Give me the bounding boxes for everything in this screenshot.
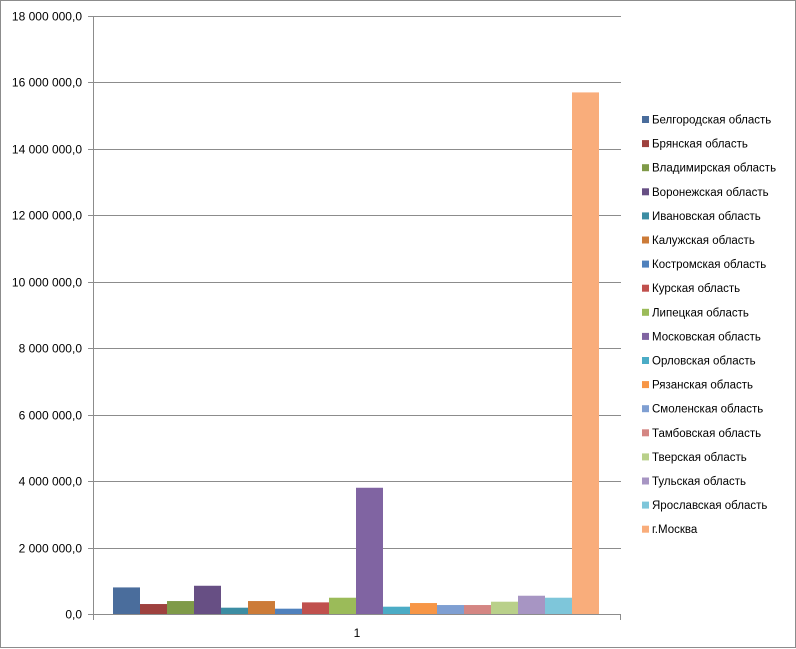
bar-7 — [275, 608, 302, 614]
legend-swatch — [642, 212, 649, 220]
legend: Белгородская область Брянская область Влад… — [642, 115, 776, 536]
legend-swatch — [642, 236, 649, 244]
y-tick-label: 4 000 000,0 — [19, 475, 83, 489]
legend-label: Тамбовская область — [652, 428, 761, 440]
legend-label: Орловская область — [652, 356, 756, 368]
y-tick-label: 18 000 000,0 — [12, 10, 82, 24]
legend-swatch — [642, 525, 649, 533]
bar-15 — [491, 601, 518, 614]
legend-label: Липецкая область — [652, 307, 749, 319]
legend-label: Московская область — [652, 331, 761, 343]
legend-swatch — [642, 357, 649, 364]
bar-18 — [572, 92, 599, 614]
bar-16 — [518, 595, 545, 614]
bar-2 — [140, 604, 167, 614]
y-tick-label: 6 000 000,0 — [19, 409, 83, 423]
bars — [113, 92, 599, 614]
bar-11 — [383, 606, 410, 614]
legend-swatch — [642, 501, 649, 509]
y-tick-label: 0,0 — [65, 608, 82, 622]
y-tick-label: 14 000 000,0 — [12, 143, 82, 157]
y-tick-label: 10 000 000,0 — [12, 276, 82, 290]
gridlines — [88, 16, 621, 615]
bar-6 — [248, 601, 275, 614]
legend-label: Белгородская область — [652, 115, 771, 127]
legend-label: Курская область — [652, 283, 740, 295]
legend-label: Тульская область — [652, 476, 746, 488]
axes — [93, 16, 621, 620]
bar-1 — [113, 587, 140, 614]
bar-5 — [221, 607, 248, 614]
bar-8 — [302, 602, 329, 614]
bar-17 — [545, 597, 572, 614]
bar-14 — [464, 605, 491, 614]
legend-swatch — [642, 381, 649, 389]
legend-swatch — [642, 140, 649, 148]
legend-swatch — [642, 308, 649, 316]
legend-swatch — [642, 260, 649, 268]
legend-label: Смоленская область — [652, 404, 763, 416]
legend-label: Воронежская область — [652, 187, 769, 199]
x-axis-tick-labels: 1 — [354, 626, 361, 640]
legend-swatch — [642, 188, 649, 196]
legend-label: Костромская область — [652, 259, 766, 271]
y-tick-label: 12 000 000,0 — [12, 209, 82, 223]
bar-9 — [329, 597, 356, 614]
legend-swatch — [642, 405, 649, 413]
y-tick-label: 8 000 000,0 — [19, 342, 83, 356]
legend-label: Ярославская область — [652, 500, 767, 512]
legend-swatch — [642, 477, 649, 485]
y-axis-tick-labels: 0,0 2 000 000,0 4 000 000,0 6 000 000,0 8 00… — [12, 10, 82, 622]
legend-label: г.Москва — [652, 524, 698, 536]
bar-12 — [410, 603, 437, 614]
legend-swatch — [642, 453, 649, 461]
legend-swatch — [642, 332, 649, 340]
legend-label: Владимирская область — [652, 163, 776, 175]
bar-13 — [437, 605, 464, 614]
legend-swatch — [642, 284, 649, 292]
legend-swatch — [642, 116, 649, 123]
legend-swatch — [642, 429, 649, 437]
x-tick-label: 1 — [354, 626, 361, 640]
y-tick-label: 2 000 000,0 — [19, 542, 83, 556]
legend-label: Тверская область — [652, 452, 747, 464]
legend-label: Ивановская область — [652, 211, 761, 223]
legend-swatch — [642, 164, 649, 172]
bar-3 — [167, 601, 194, 614]
legend-label: Рязанская область — [652, 380, 753, 392]
legend-label: Калужская область — [652, 235, 755, 247]
bar-4 — [194, 585, 221, 614]
y-tick-label: 16 000 000,0 — [12, 76, 82, 90]
legend-label: Брянская область — [652, 139, 748, 151]
bar-10 — [356, 487, 383, 614]
